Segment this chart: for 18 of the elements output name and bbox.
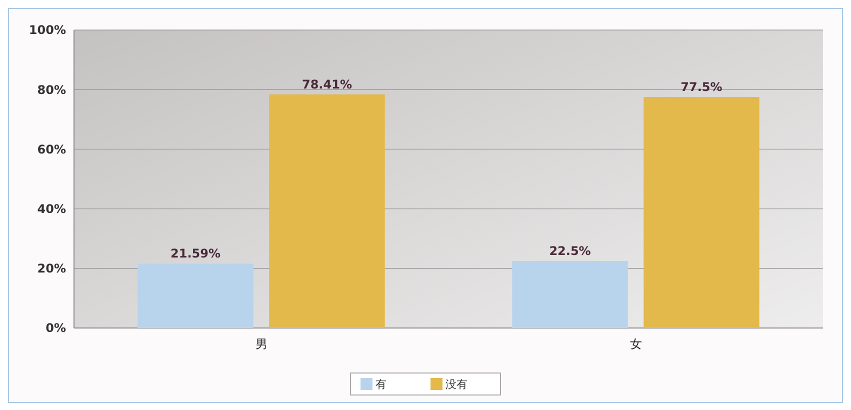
bar [138, 264, 254, 328]
y-tick-label: 100% [28, 23, 66, 38]
y-tick-label: 80% [37, 82, 66, 97]
bar [269, 94, 385, 328]
data-label: 22.5% [549, 244, 591, 258]
legend-label: 有 [376, 378, 386, 391]
y-tick-label: 20% [37, 262, 66, 276]
bar [512, 260, 628, 328]
y-tick-label: 0% [46, 321, 66, 336]
data-label: 21.59% [170, 246, 221, 261]
x-tick-label: 男 [255, 337, 268, 351]
data-label: 78.41% [302, 77, 352, 92]
bar [644, 97, 760, 328]
x-tick-label: 女 [630, 337, 642, 351]
data-label: 77.5% [680, 80, 722, 94]
legend-label: 没有 [446, 378, 468, 391]
y-tick-label: 60% [37, 142, 66, 156]
y-tick-label: 40% [37, 202, 66, 216]
